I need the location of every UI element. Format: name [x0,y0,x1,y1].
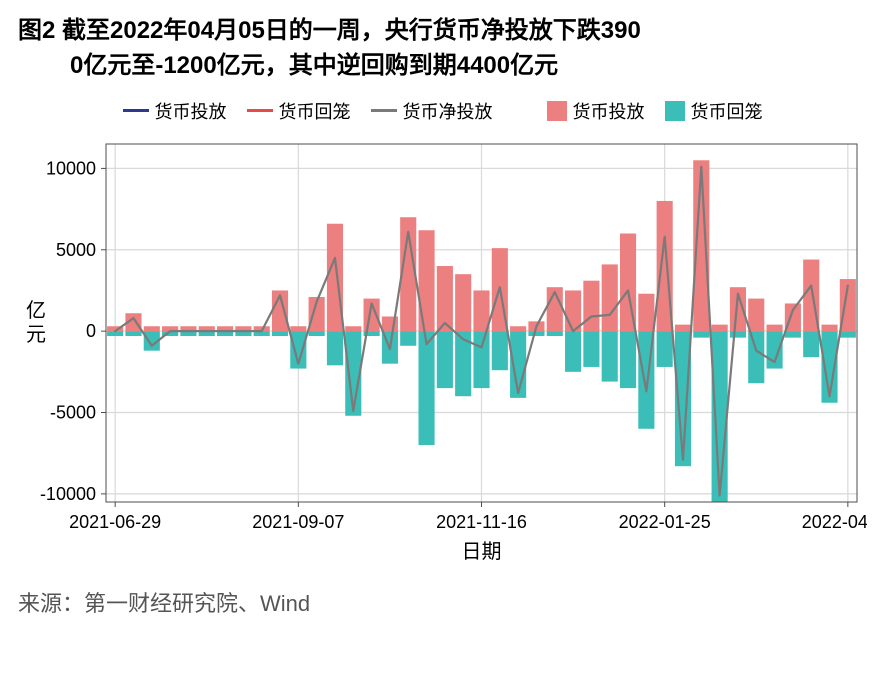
svg-text:5000: 5000 [56,239,96,259]
svg-text:-10000: -10000 [40,483,96,503]
legend-item-3: 货币投放 [547,98,645,124]
svg-text:2022-01-25: 2022-01-25 [619,512,711,532]
svg-text:元: 元 [26,324,46,346]
svg-text:-5000: -5000 [50,402,96,422]
chart-area: -10000 -5000 0 5000 10000 2021-06-29 2021-09-0… [18,136,867,576]
legend: 货币投放 货币回笼 货币净投放 货币投放 货币回笼 [18,98,867,124]
legend-swatch [547,101,567,121]
title-line-1: 图2 截至2022年04月05日的一周，央行货币净投放下跌390 [18,17,641,44]
svg-text:日期: 日期 [462,541,502,563]
legend-label: 货币回笼 [691,98,763,124]
legend-item-4: 货币回笼 [665,98,763,124]
legend-item-0: 货币投放 [123,98,227,124]
legend-label: 货币投放 [573,98,645,124]
figure-root: 图2 截至2022年04月05日的一周，央行货币净投放下跌390 0亿元至-12… [0,0,885,688]
svg-text:2021-09-07: 2021-09-07 [252,512,344,532]
legend-swatch [371,109,397,112]
svg-text:亿: 亿 [26,299,46,322]
svg-text:2021-11-16: 2021-11-16 [436,512,527,532]
legend-label: 货币回笼 [279,98,351,124]
chart-svg: -10000 -5000 0 5000 10000 2021-06-29 2021-09-0… [18,136,867,576]
legend-label: 货币投放 [155,98,227,124]
svg-text:0: 0 [86,321,96,341]
legend-swatch [123,109,149,112]
legend-swatch [247,109,273,112]
legend-label: 货币净投放 [403,98,493,124]
legend-swatch [665,101,685,121]
legend-item-1: 货币回笼 [247,98,351,124]
svg-text:10000: 10000 [46,158,96,178]
svg-text:2021-06-29: 2021-06-29 [69,512,161,532]
title-line-2: 0亿元至-1200亿元，其中逆回购到期4400亿元 [18,49,867,84]
svg-text:2022-04-05: 2022-04-05 [802,512,867,532]
chart-title: 图2 截至2022年04月05日的一周，央行货币净投放下跌390 0亿元至-12… [18,14,867,84]
legend-item-2: 货币净投放 [371,98,493,124]
source-line: 来源：第一财经研究院、Wind [18,586,867,618]
